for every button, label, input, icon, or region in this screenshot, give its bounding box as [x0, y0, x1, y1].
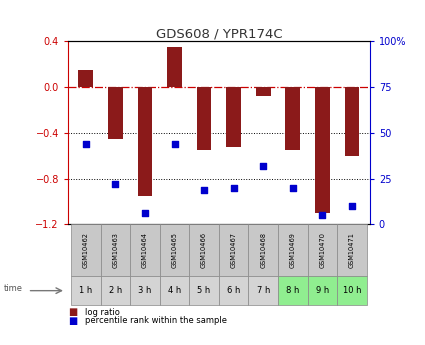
- Bar: [108, 87, 123, 139]
- Text: 3 h: 3 h: [138, 286, 152, 295]
- Text: GSM10462: GSM10462: [83, 232, 89, 268]
- Bar: [189, 276, 219, 305]
- Bar: [337, 224, 367, 276]
- Text: log ratio: log ratio: [85, 308, 120, 317]
- Text: 2 h: 2 h: [109, 286, 122, 295]
- Bar: [130, 276, 160, 305]
- Text: GSM10464: GSM10464: [142, 232, 148, 268]
- Bar: [219, 276, 249, 305]
- Bar: [219, 224, 249, 276]
- Point: [171, 141, 178, 147]
- Bar: [101, 224, 130, 276]
- Text: 5 h: 5 h: [198, 286, 211, 295]
- Text: GSM10467: GSM10467: [231, 232, 237, 268]
- Bar: [160, 224, 189, 276]
- Bar: [249, 224, 278, 276]
- Bar: [256, 87, 271, 96]
- Text: GSM10466: GSM10466: [201, 232, 207, 268]
- Text: GSM10468: GSM10468: [260, 232, 266, 268]
- Bar: [167, 47, 182, 87]
- Text: ■: ■: [68, 307, 77, 317]
- Bar: [308, 276, 337, 305]
- Text: ■: ■: [68, 316, 77, 326]
- Point: [142, 210, 148, 216]
- Bar: [138, 87, 152, 196]
- Point: [319, 213, 326, 218]
- Text: GSM10469: GSM10469: [290, 232, 296, 268]
- Text: 9 h: 9 h: [316, 286, 329, 295]
- Bar: [71, 276, 101, 305]
- Bar: [101, 276, 130, 305]
- Bar: [78, 70, 93, 87]
- Bar: [71, 224, 101, 276]
- Point: [82, 141, 89, 147]
- Text: percentile rank within the sample: percentile rank within the sample: [85, 316, 227, 325]
- Point: [260, 163, 266, 168]
- Bar: [226, 87, 241, 147]
- Point: [230, 185, 237, 190]
- Point: [289, 185, 296, 190]
- Bar: [278, 224, 308, 276]
- Text: 4 h: 4 h: [168, 286, 181, 295]
- Title: GDS608 / YPR174C: GDS608 / YPR174C: [156, 27, 282, 40]
- Bar: [345, 87, 360, 156]
- Bar: [130, 224, 160, 276]
- Bar: [249, 276, 278, 305]
- Bar: [197, 87, 212, 150]
- Point: [201, 187, 207, 192]
- Text: time: time: [4, 284, 23, 294]
- Text: 8 h: 8 h: [286, 286, 300, 295]
- Bar: [308, 224, 337, 276]
- Bar: [315, 87, 330, 213]
- Text: GSM10470: GSM10470: [320, 232, 326, 268]
- Text: GSM10465: GSM10465: [172, 232, 178, 268]
- Text: 6 h: 6 h: [227, 286, 241, 295]
- Bar: [286, 87, 300, 150]
- Bar: [189, 224, 219, 276]
- Point: [348, 203, 355, 209]
- Point: [112, 181, 119, 187]
- Text: GSM10471: GSM10471: [349, 232, 355, 268]
- Text: 7 h: 7 h: [257, 286, 270, 295]
- Text: 10 h: 10 h: [343, 286, 361, 295]
- Bar: [278, 276, 308, 305]
- Text: 1 h: 1 h: [79, 286, 92, 295]
- Text: GSM10463: GSM10463: [112, 232, 118, 268]
- Bar: [160, 276, 189, 305]
- Bar: [337, 276, 367, 305]
